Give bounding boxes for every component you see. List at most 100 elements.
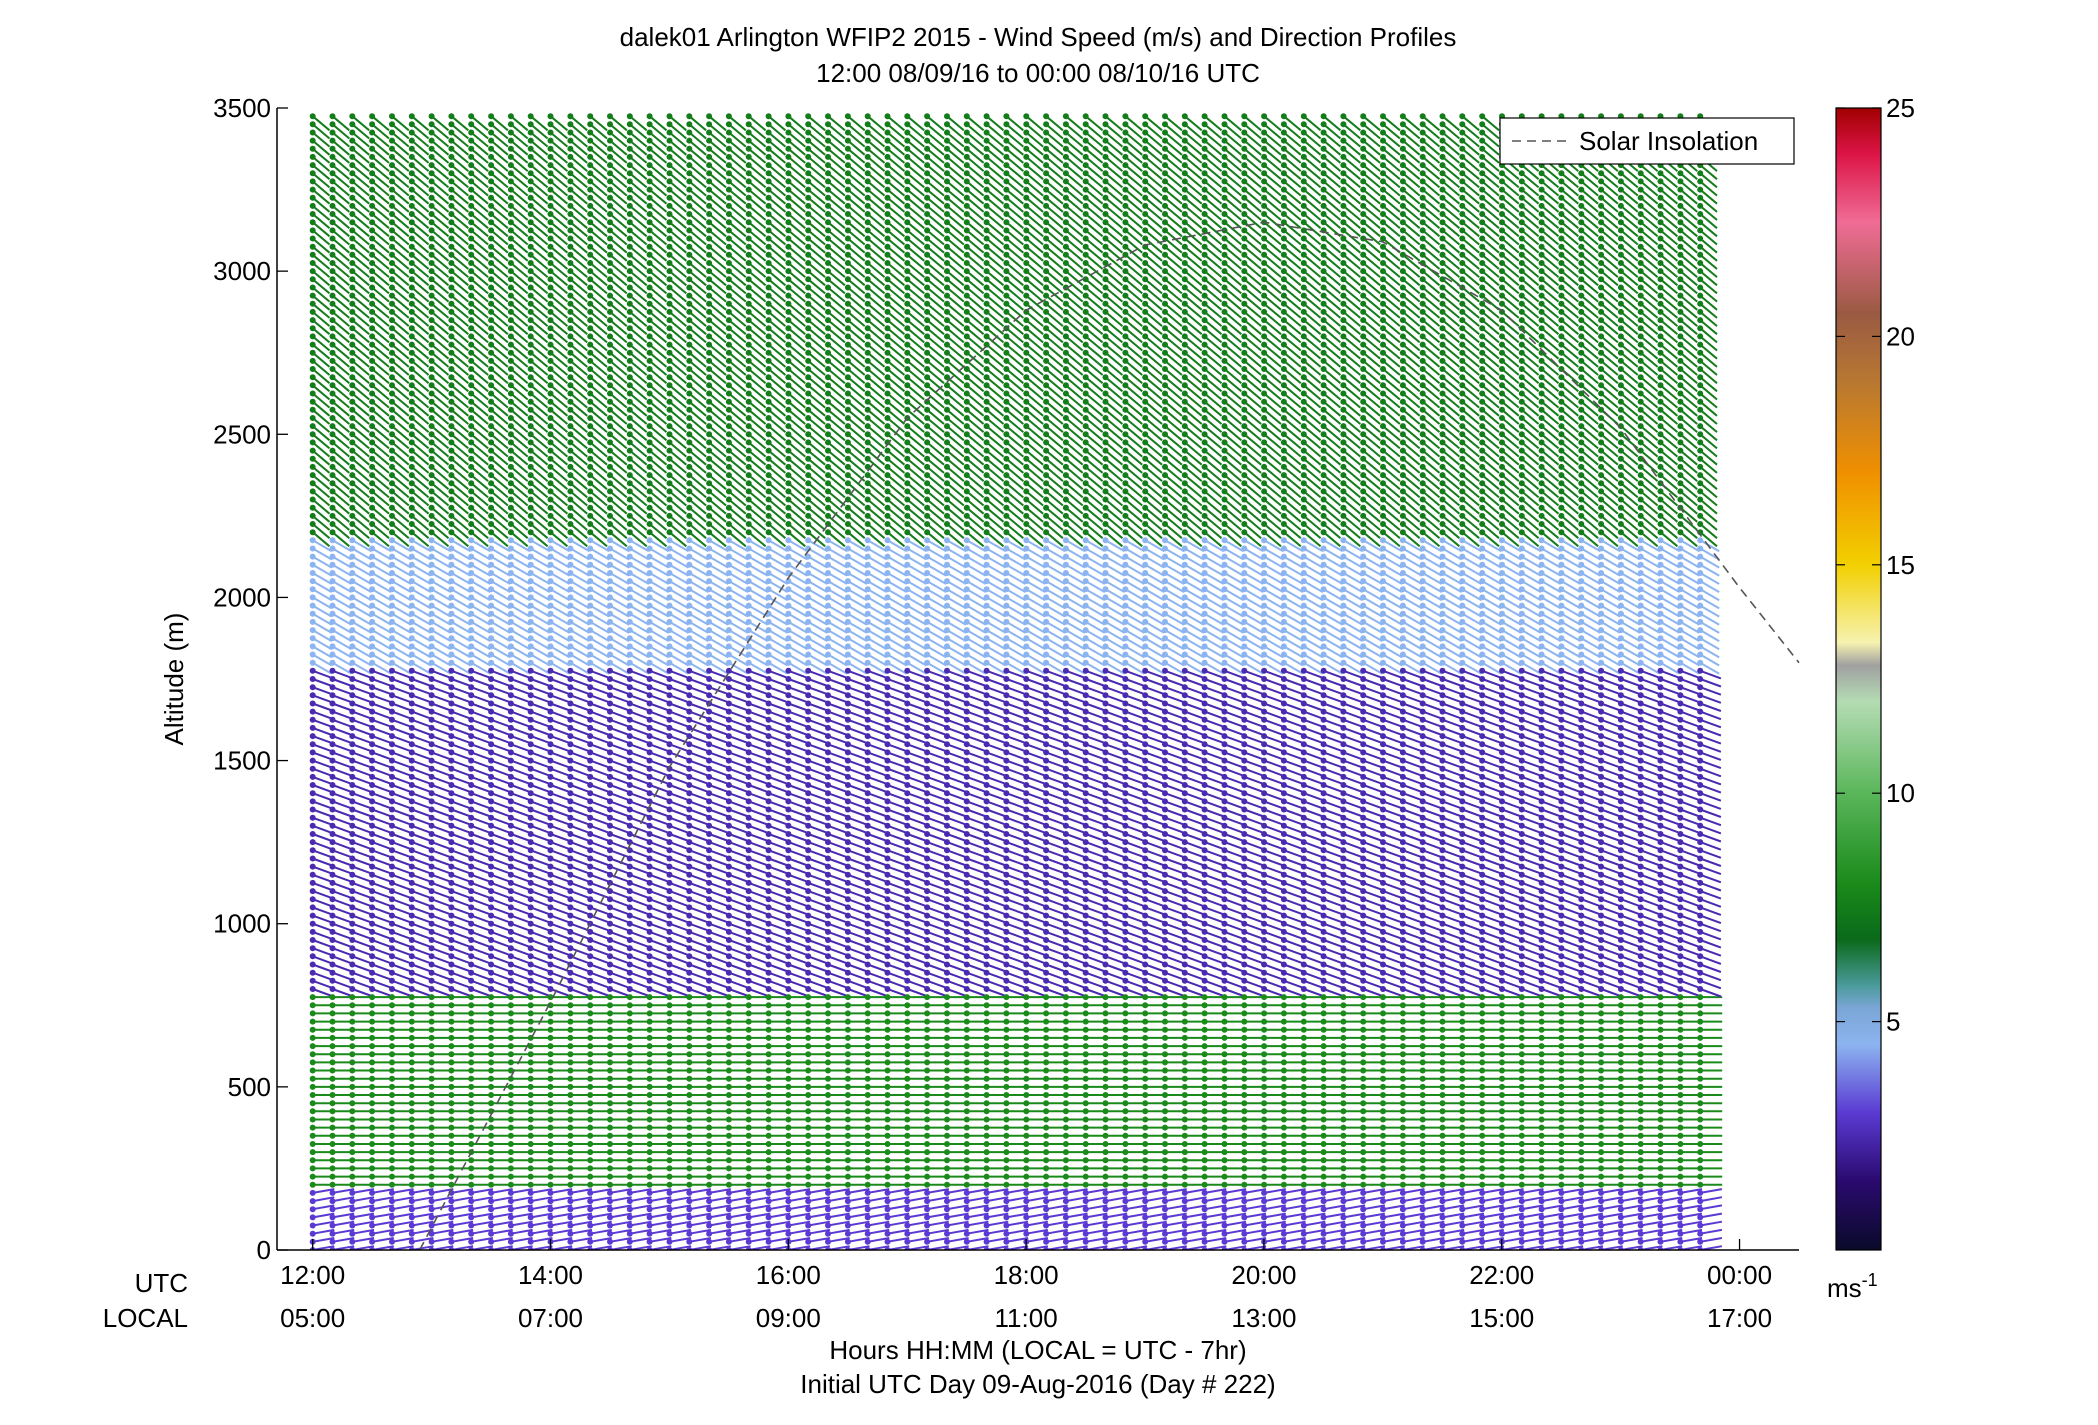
wind-barb-dot [567,668,573,674]
wind-barb-dot [389,554,395,560]
wind-barb-dot [468,937,474,943]
wind-barb-dot [528,603,534,609]
wind-barb-dot [310,774,316,780]
wind-barb-dot [548,1198,554,1204]
wind-barb-dot [330,717,336,723]
wind-barb-dot [409,423,415,429]
wind-barb-dot [429,391,435,397]
wind-barb-dot [448,1174,454,1180]
wind-barb-dot [369,317,375,323]
wind-barb-dot [508,276,514,282]
wind-barb-dot [369,244,375,250]
wind-barb-dot [369,374,375,380]
wind-barb-dot [508,439,514,445]
wind-barb-dot [468,611,474,617]
wind-barb-dot [369,839,375,845]
wind-barb-dot [448,480,454,486]
wind-barb-dot [508,1092,514,1098]
wind-barb-dot [448,187,454,193]
wind-barb-dot [528,1084,534,1090]
wind-barb-dot [429,652,435,658]
wind-barb-dot [369,1051,375,1057]
wind-barb-dot [528,431,534,437]
wind-barb-dot [548,546,554,552]
wind-barb-dot [528,195,534,201]
wind-barb-dot [488,725,494,731]
wind-barb-dot [409,978,415,984]
wind-barb-dot [508,872,514,878]
wind-barb-dot [330,880,336,886]
wind-barb-dot [330,986,336,992]
wind-barb-dot [468,896,474,902]
wind-barb-dot [349,488,355,494]
wind-barb-dot [468,1125,474,1131]
wind-barb-dot [409,252,415,258]
wind-barb-dot [389,505,395,511]
wind-barb-dot [409,374,415,380]
wind-barb-dot [409,138,415,144]
wind-barb-dot [528,578,534,584]
wind-barb-dot [310,684,316,690]
wind-barb-dot [409,692,415,698]
wind-barb-dot [429,953,435,959]
wind-barb-dot [528,807,534,813]
wind-barb-dot [567,1133,573,1139]
wind-barb-dot [508,358,514,364]
wind-barb-dot [349,798,355,804]
wind-barb-dot [448,431,454,437]
wind-barb-dot [548,317,554,323]
wind-barb-dot [468,374,474,380]
wind-barb-dot [508,578,514,584]
wind-barb-dot [488,978,494,984]
wind-barb-dot [409,1182,415,1188]
wind-barb-dot [548,815,554,821]
wind-barb-dot [567,415,573,421]
wind-barb-dot [448,839,454,845]
wind-barb-dot [369,766,375,772]
wind-barb-dot [448,505,454,511]
wind-barb-dot [429,195,435,201]
wind-barb-dot [369,301,375,307]
wind-barb-dot [528,472,534,478]
wind-barb-dot [548,921,554,927]
wind-barb-dot [389,831,395,837]
wind-barb-dot [429,1108,435,1114]
wind-barb-dot [330,399,336,405]
wind-barb-dot [349,162,355,168]
wind-barb-dot [508,554,514,560]
wind-barb-dot [330,1133,336,1139]
wind-barb-dot [310,121,316,127]
wind-barb-dot [330,121,336,127]
wind-barb-dot [389,293,395,299]
wind-barb-dot [369,1198,375,1204]
wind-barb-dot [429,317,435,323]
wind-barb-dot [429,497,435,503]
wind-barb-dot [448,146,454,152]
wind-barb-dot [468,847,474,853]
wind-barb-dot [567,921,573,927]
wind-barb-dot [409,382,415,388]
wind-barb-dot [508,921,514,927]
wind-barb-dot [310,130,316,136]
wind-barb-dot [429,170,435,176]
wind-barb-dot [349,1157,355,1163]
wind-barb-dot [567,717,573,723]
wind-barb-dot [349,333,355,339]
wind-barb-dot [548,293,554,299]
wind-barb-dot [310,1068,316,1074]
wind-barb-dot [429,831,435,837]
wind-barb-dot [528,121,534,127]
wind-barb-dot [567,537,573,543]
wind-barb-dot [548,978,554,984]
wind-barb-dot [528,847,534,853]
wind-barb-dot [528,888,534,894]
wind-barb-dot [369,896,375,902]
wind-barb-dot [508,603,514,609]
wind-barb-dot [429,815,435,821]
wind-barb-dot [369,472,375,478]
wind-barb-dot [448,1206,454,1212]
wind-barb-dot [429,399,435,405]
wind-barb-dot [330,154,336,160]
wind-barb-dot [567,513,573,519]
wind-barb-dot [468,733,474,739]
